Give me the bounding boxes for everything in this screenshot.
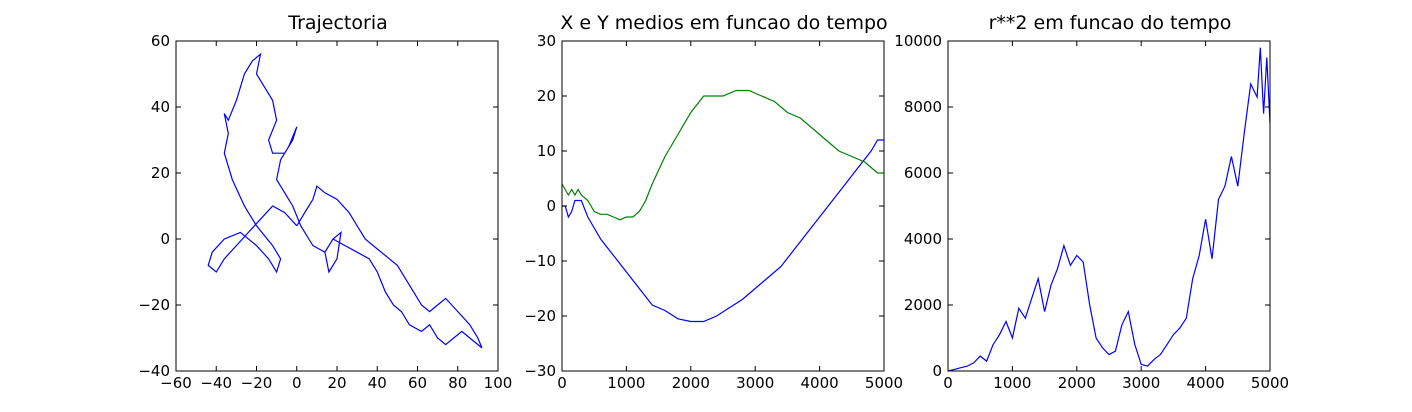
y-tick-label: 6000 [904, 164, 942, 182]
y-tick-label: 0 [546, 197, 556, 215]
x-tick-label: 5000 [1251, 374, 1289, 392]
x-tick-label: 3000 [736, 374, 774, 392]
y-tick-label: −20 [524, 307, 556, 325]
x-tick-label: −60 [160, 374, 192, 392]
x-tick-label: 0 [292, 374, 302, 392]
y-tick-label: 20 [151, 164, 170, 182]
y-tick-label: 10 [537, 142, 556, 160]
series-line-0 [947, 47, 1271, 372]
x-tick-label: −20 [241, 374, 273, 392]
tick-layer: 0 1000 2000 3000 4000 5000 0 2000 4000 6000 8000 10… [894, 32, 1289, 392]
x-tick-label: 2000 [1058, 374, 1096, 392]
x-tick-label: 60 [408, 374, 427, 392]
x-tick-label: 80 [448, 374, 467, 392]
x-tick-label: 40 [368, 374, 387, 392]
x-tick-label: 2000 [672, 374, 710, 392]
series-layer [207, 52, 483, 349]
y-tick-label: 30 [537, 32, 556, 50]
series-line-0 [562, 139, 884, 323]
plot-frame [561, 40, 885, 372]
y-tick-label: 10000 [894, 32, 942, 50]
x-tick-label: 4000 [801, 374, 839, 392]
y-tick-label: −10 [524, 252, 556, 270]
x-tick-label: 5000 [865, 374, 903, 392]
plot-frame [175, 40, 499, 372]
panel-title: Trajectoria [287, 12, 388, 34]
x-tick-label: 0 [557, 374, 567, 392]
panel-title: r**2 em funcao do tempo [989, 12, 1232, 34]
series-line-0 [207, 52, 483, 349]
y-tick-label: 8000 [904, 98, 942, 116]
y-tick-label: 0 [932, 362, 942, 380]
y-tick-label: −20 [138, 296, 170, 314]
y-tick-label: 4000 [904, 230, 942, 248]
y-tick-label: 2000 [904, 296, 942, 314]
y-tick-label: 40 [151, 98, 170, 116]
y-tick-label: 20 [537, 87, 556, 105]
trajectory-panel: Trajectoria −60 −40 −20 0 20 40 60 80 100−40−200… [138, 12, 512, 392]
x-tick-label: 0 [943, 374, 953, 392]
x-tick-label: 4000 [1187, 374, 1225, 392]
y-tick-label: 0 [160, 230, 170, 248]
x-tick-label: 1000 [607, 374, 645, 392]
panel-title: X e Y medios em funcao do tempo [560, 12, 887, 34]
mean-xy-panel: X e Y medios em funcao do tempo 0 1000 200… [524, 12, 903, 392]
y-tick-label: −30 [524, 362, 556, 380]
x-tick-label: 20 [327, 374, 346, 392]
y-tick-label: −40 [138, 362, 170, 380]
x-tick-label: 1000 [993, 374, 1031, 392]
y-tick-label: 60 [151, 32, 170, 50]
x-tick-label: 100 [484, 374, 513, 392]
r-squared-panel: r**2 em funcao do tempo 0 1000 2000 3000 400… [894, 12, 1289, 392]
plot-frame [947, 40, 1271, 372]
tick-layer: 0 1000 2000 3000 4000 5000 −30 −20 −10 0 10 20 30 [524, 32, 903, 392]
series-line-1 [561, 89, 884, 221]
x-tick-label: 3000 [1122, 374, 1160, 392]
series-layer [947, 47, 1271, 372]
x-tick-label: −40 [200, 374, 232, 392]
series-layer [561, 89, 884, 323]
